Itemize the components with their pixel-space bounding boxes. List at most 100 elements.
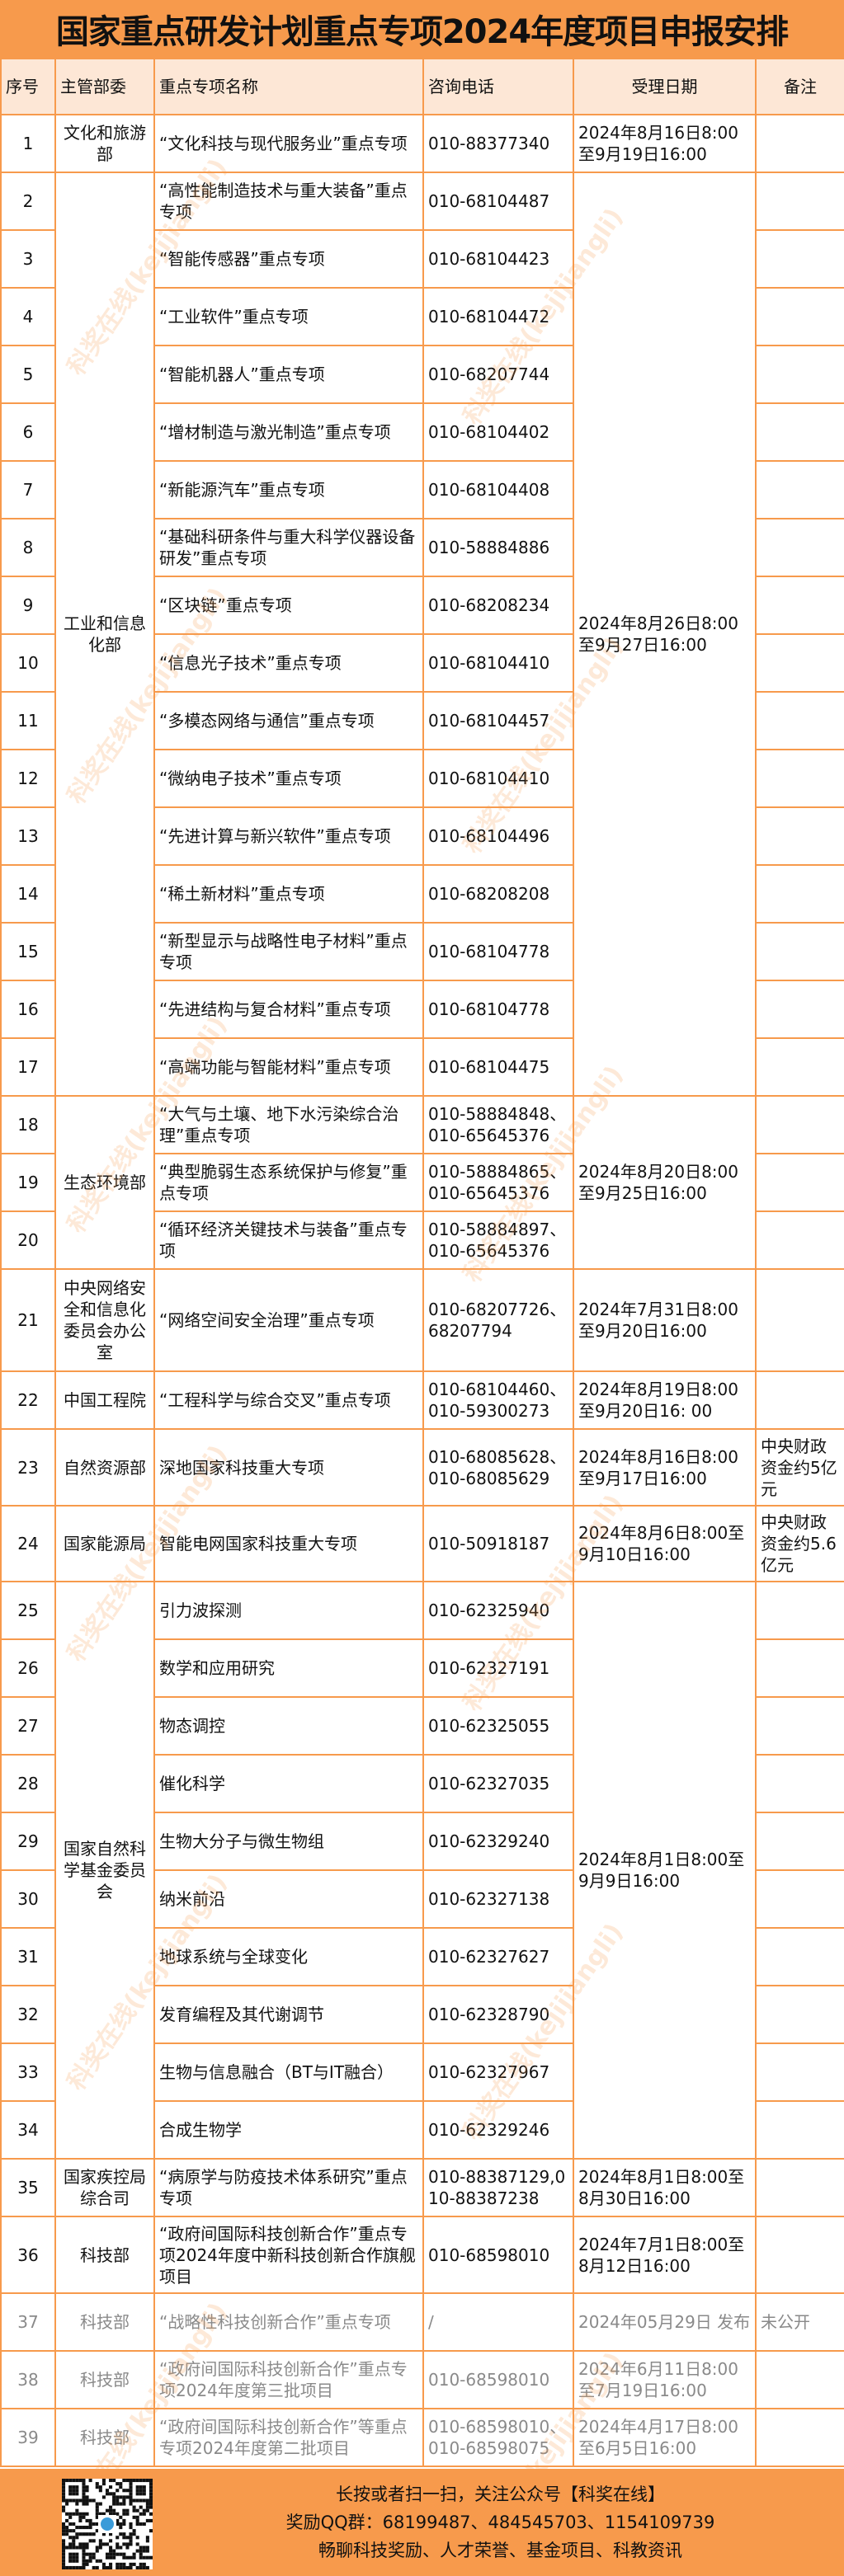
project-name-cell: “政府间国际科技创新合作”等重点专项2024年度第二批项目 [153, 2408, 424, 2467]
phone-cell: 010-68104457 [422, 691, 574, 750]
project-name-cell: “工程科学与综合交叉”重点专项 [153, 1370, 424, 1430]
project-name-cell: “微纳电子技术”重点专项 [153, 749, 424, 808]
table-row: 14 “稀土新材料”重点专项 010-68208208 [0, 864, 844, 924]
note-cell: 未公开 [755, 2292, 844, 2352]
footer-follow-text: 长按或者扫一扫，关注公众号【科奖在线】 [336, 2484, 665, 2504]
table-row: 29 生物大分子与微生物组 010-62329240 [0, 1812, 844, 1871]
phone-cell: 010-58884886 [422, 518, 574, 577]
row-number-cell: 16 [0, 980, 56, 1039]
department-cell: 中央网络安全和信息化委员会办公室 [54, 1268, 155, 1372]
phone-cell: 010-68085628、010-68085629 [422, 1428, 574, 1507]
table-row: 22 中国工程院 “工程科学与综合交叉”重点专项 010-68104460、010-5… [0, 1370, 844, 1430]
project-name-cell: “基础科研条件与重大科学仪器设备研发”重点专项 [153, 518, 424, 577]
department-cell: 科技部 [54, 2292, 155, 2352]
row-number-cell: 31 [0, 1927, 56, 1986]
note-cell [755, 1037, 844, 1097]
note-cell [755, 2408, 844, 2467]
date-cell: 2024年8月19日8:00至9月20日16: 00 [573, 1370, 757, 1430]
note-cell [755, 1869, 844, 1929]
table-row: 37 科技部 “战略性科技创新合作”重点专项/2024年05月29日 发布 未公开 [0, 2292, 844, 2352]
table-row: 6 “增材制造与激光制造”重点专项 010-68104402 [0, 402, 844, 462]
row-number-cell: 10 [0, 633, 56, 693]
department-cell: 生态环境部 [54, 1095, 155, 1270]
header-name: 重点专项名称 [153, 58, 424, 115]
department-cell: 国家疾控局综合司 [54, 2158, 155, 2217]
project-name-cell: “工业软件”重点专项 [153, 287, 424, 346]
note-cell [755, 1754, 844, 1813]
note-cell [755, 1581, 844, 1640]
row-number-cell: 11 [0, 691, 56, 750]
phone-cell: 010-68104475 [422, 1037, 574, 1097]
row-number-cell: 6 [0, 402, 56, 462]
header-date: 受理日期 [573, 58, 757, 115]
project-name-cell: “大气与土壤、地下水污染综合治理”重点专项 [153, 1095, 424, 1154]
date-cell: 2024年8月1日8:00至9月9日16:00 [573, 1581, 757, 2160]
note-cell [755, 518, 844, 577]
phone-cell: 010-62327967 [422, 2042, 574, 2102]
project-name-cell: “循环经济关键技术与装备”重点专项 [153, 1210, 424, 1270]
table-row: 3 “智能传感器”重点专项 010-68104423 [0, 229, 844, 289]
note-cell: 中央财政资金约5亿元 [755, 1428, 844, 1507]
note-cell [755, 691, 844, 750]
note-cell [755, 922, 844, 981]
note-cell [755, 1370, 844, 1430]
note-cell [755, 1985, 844, 2044]
table-row: 35 国家疾控局综合司 “病原学与防疫技术体系研究”重点专项 010-88387129… [0, 2158, 844, 2217]
note-cell [755, 864, 844, 924]
project-name-cell: “政府间国际科技创新合作”重点专项2024年度第三批项目 [153, 2350, 424, 2409]
note-cell [755, 576, 844, 635]
phone-cell: 010-68207726、68207794 [422, 1268, 574, 1372]
project-name-cell: “典型脆弱生态系统保护与修复”重点专项 [153, 1153, 424, 1212]
date-cell: 2024年6月11日8:00至7月19日16:00 [573, 2350, 757, 2409]
project-name-cell: “多模态网络与通信”重点专项 [153, 691, 424, 750]
row-number-cell: 24 [0, 1505, 56, 1582]
date-cell: 2024年05月29日 发布 [573, 2292, 757, 2352]
date-cell: 2024年7月31日8:00至9月20日16:00 [573, 1268, 757, 1372]
footer-topics: 畅聊科技奖励、人才荣誉、基金项目、科教资讯 [318, 2541, 682, 2560]
row-number-cell: 20 [0, 1210, 56, 1270]
qr-code[interactable] [62, 2479, 153, 2569]
row-number-cell: 23 [0, 1428, 56, 1507]
phone-cell: 010-58884848、010-65645376 [422, 1095, 574, 1154]
phone-cell: 010-68104410 [422, 633, 574, 693]
note-cell [755, 287, 844, 346]
table-row: 5 “智能机器人”重点专项 010-68207744 [0, 345, 844, 404]
note-cell [755, 172, 844, 231]
table-row: 18 生态环境部 “大气与土壤、地下水污染综合治理”重点专项 010-58884848… [0, 1095, 844, 1270]
row-number-cell: 17 [0, 1037, 56, 1097]
phone-cell: 010-62329246 [422, 2100, 574, 2160]
table-row: 4 “工业软件”重点专项 010-68104472 [0, 287, 844, 346]
table-row: 23 自然资源部 深地国家科技重大专项 010-68085628、010-680856… [0, 1428, 844, 1507]
row-number-cell: 30 [0, 1869, 56, 1929]
table-row: 2 工业和信息化部 “高性能制造技术与重大装备”重点专项 010-68104487 20… [0, 172, 844, 1097]
note-cell [755, 633, 844, 693]
footer-banner: 长按或者扫一扫，关注公众号【科奖在线】 奖励QQ群：68199487、48454… [0, 2469, 844, 2576]
project-name-cell: “新型显示与战略性电子材料”重点专项 [153, 922, 424, 981]
row-number-cell: 28 [0, 1754, 56, 1813]
row-number-cell: 26 [0, 1638, 56, 1698]
row-number-cell: 21 [0, 1268, 56, 1372]
row-number-cell: 9 [0, 576, 56, 635]
phone-cell: 010-62328790 [422, 1985, 574, 2044]
project-name-cell: 引力波探测 [153, 1581, 424, 1640]
project-name-cell: “高性能制造技术与重大装备”重点专项 [153, 172, 424, 231]
table-row: 19 “典型脆弱生态系统保护与修复”重点专项 010-58884865、010-65… [0, 1153, 844, 1212]
note-cell [755, 1927, 844, 1986]
project-name-cell: “病原学与防疫技术体系研究”重点专项 [153, 2158, 424, 2217]
table-row: 39 科技部 “政府间国际科技创新合作”等重点专项2024年度第二批项目 010-68… [0, 2408, 844, 2467]
project-name-cell: “文化科技与现代服务业”重点专项 [153, 114, 424, 173]
project-name-cell: “新能源汽车”重点专项 [153, 460, 424, 519]
note-cell [755, 229, 844, 289]
department-cell: 科技部 [54, 2408, 155, 2467]
logo-icon [101, 2517, 114, 2531]
phone-cell: 010-68104496 [422, 806, 574, 866]
department-cell: 文化和旅游部 [54, 114, 155, 173]
department-cell: 工业和信息化部 [54, 172, 155, 1097]
phone-cell: / [422, 2292, 574, 2352]
phone-cell: 010-62327627 [422, 1927, 574, 1986]
phone-cell: 010-68104472 [422, 287, 574, 346]
table-header-row: 序号 主管部委 重点专项名称 咨询电话 受理日期 备注 [0, 58, 844, 115]
phone-cell: 010-58884865、010-65645376 [422, 1153, 574, 1212]
project-name-cell: “智能机器人”重点专项 [153, 345, 424, 404]
phone-cell: 010-62327138 [422, 1869, 574, 1929]
